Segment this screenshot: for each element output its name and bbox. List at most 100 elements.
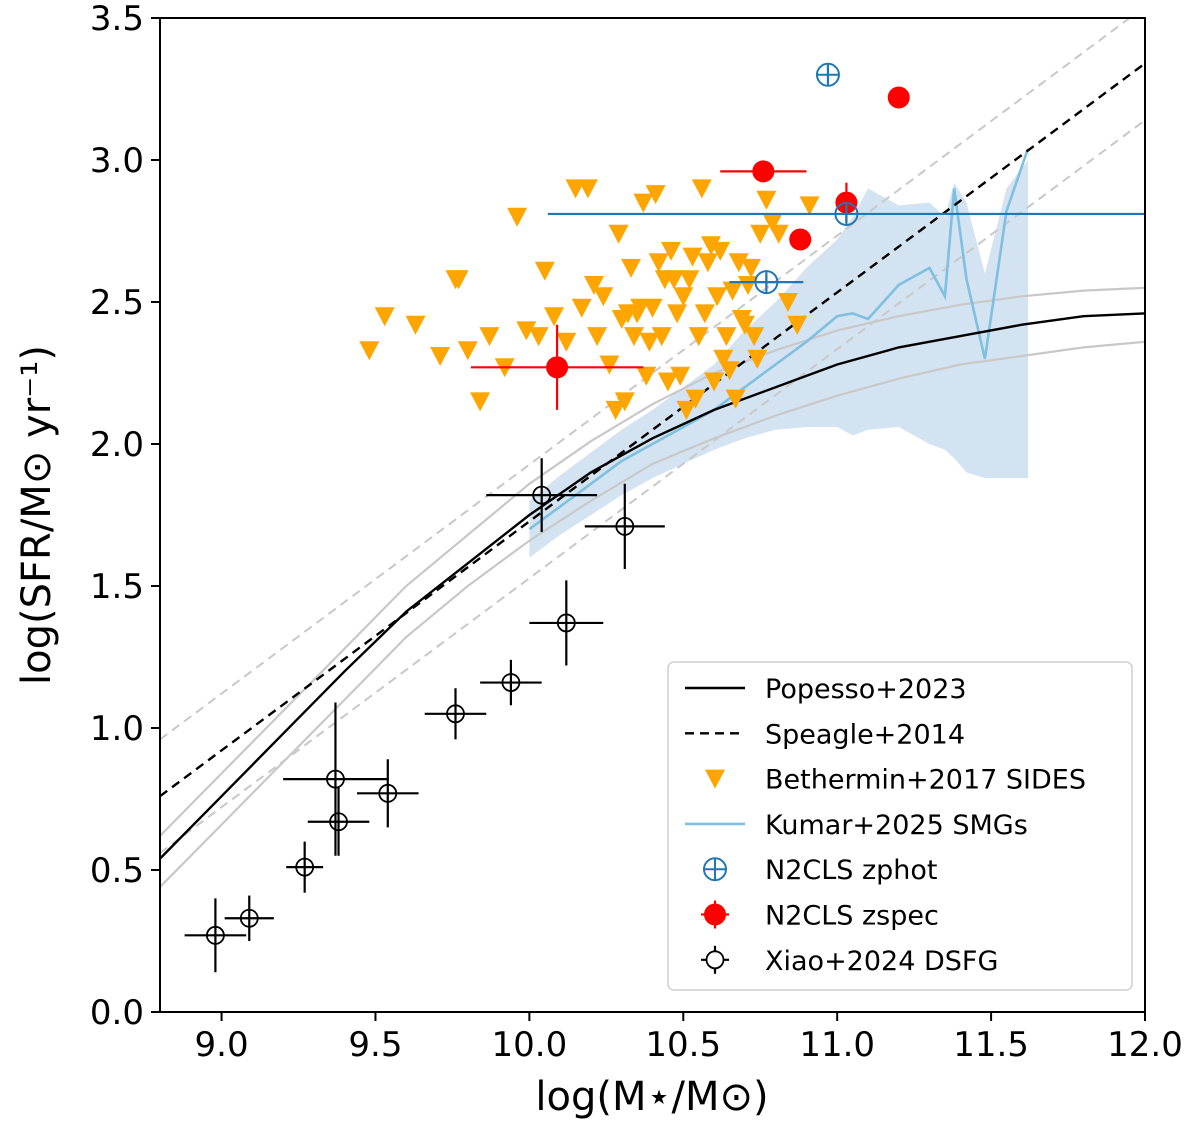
- popesso-upper-bound: [160, 286, 1145, 837]
- sides-point: [676, 400, 697, 420]
- sides-point: [624, 327, 644, 347]
- xiao-point: [556, 613, 576, 633]
- sides-point: [725, 389, 746, 409]
- sides-point: [651, 327, 672, 347]
- xiao-point: [326, 769, 345, 789]
- sides-point: [673, 287, 694, 307]
- y-tick-label: 3.5: [90, 0, 144, 39]
- sides-point: [768, 224, 789, 244]
- sides-point: [528, 327, 549, 347]
- zspec-point: [789, 228, 812, 251]
- zspec-point: [546, 356, 569, 379]
- speagle-upper-bound: [160, 18, 1132, 741]
- plot-frame: [159, 17, 1146, 1013]
- sides-point: [534, 261, 555, 281]
- legend-icon-zspec: [704, 903, 726, 926]
- sides-point: [605, 400, 626, 420]
- legend-label: Xiao+2024 DSFG: [765, 946, 998, 977]
- sides-point: [799, 196, 820, 216]
- sides-point: [750, 224, 771, 244]
- xiao-point: [295, 857, 315, 877]
- legend-icon-sides: [705, 769, 725, 789]
- sides-point: [614, 392, 635, 412]
- sides-point: [374, 307, 395, 327]
- legend-label: Kumar+2025 SMGs: [765, 810, 1028, 841]
- x-axis-title: log(M⋆/M⊙): [535, 1074, 768, 1120]
- sides-point: [728, 253, 749, 273]
- sides-point: [633, 193, 654, 213]
- sides-point: [777, 293, 798, 312]
- sides-point: [516, 321, 537, 341]
- sides-point: [661, 241, 681, 261]
- legend-label: N2CLS zspec: [765, 901, 939, 932]
- sides-point: [716, 327, 737, 347]
- sides-point: [470, 392, 491, 412]
- sides-point: [787, 315, 808, 335]
- xiao-point: [239, 908, 259, 928]
- sides-point: [667, 304, 688, 324]
- y-tick-label: 3.0: [90, 141, 144, 181]
- kumar-scatter-band: [529, 160, 1028, 558]
- sides-point: [744, 327, 765, 347]
- sides-point: [694, 304, 715, 324]
- sides-point: [359, 341, 380, 361]
- sides-point: [584, 276, 604, 295]
- sides-point: [664, 270, 684, 290]
- y-tick-label: 2.5: [90, 283, 144, 323]
- sides-point: [691, 179, 712, 199]
- popesso-line: [160, 312, 1145, 860]
- sides-point: [707, 287, 728, 307]
- sides-point: [685, 389, 706, 409]
- sides-point: [734, 315, 755, 335]
- x-tick-label: 10.5: [645, 1025, 721, 1065]
- speagle-lower-bound: [160, 119, 1145, 854]
- y-tick-label: 0.0: [90, 993, 144, 1033]
- legend: Popesso+2023 Speagle+2014 Bethermin+2017 S…: [667, 661, 1133, 991]
- sides-point: [657, 372, 678, 392]
- sides-point: [645, 185, 666, 205]
- kumar-line: [528, 148, 1030, 531]
- legend-label: Bethermin+2017 SIDES: [765, 765, 1086, 796]
- axes-ticks: 9.0 9.5 10.0 10.5 11.0 11.5 12.0 0.0 0.5 1.0 1.5 2.…: [90, 0, 1183, 1065]
- x-tick-label: 12.0: [1107, 1025, 1183, 1065]
- sides-point: [737, 276, 758, 295]
- x-tick-label: 9.5: [348, 1025, 402, 1065]
- sides-point: [608, 224, 629, 244]
- xiao-point: [532, 485, 552, 505]
- sides-point: [722, 281, 743, 301]
- xiao-point: [501, 673, 521, 692]
- legend-icon-xiao: [705, 950, 725, 970]
- sides-point: [713, 349, 734, 369]
- sides-point: [701, 236, 721, 256]
- sides-point: [639, 332, 660, 352]
- xiao-point: [206, 925, 225, 945]
- sides-point: [642, 298, 663, 318]
- sides-point: [448, 270, 469, 290]
- sides-point: [704, 372, 725, 392]
- sides-point: [593, 287, 614, 307]
- sides-point: [710, 241, 731, 261]
- sides-point: [571, 298, 592, 318]
- sides-point: [507, 207, 528, 227]
- sides-point: [697, 253, 718, 273]
- y-axis-title: log(SFR/M⊙ yr⁻¹): [14, 345, 60, 685]
- sides-point: [599, 355, 620, 375]
- sides-point: [587, 327, 608, 347]
- sides-point: [544, 307, 564, 327]
- speagle-line: [160, 62, 1145, 798]
- xiao-point: [329, 812, 348, 832]
- x-tick-label: 11.5: [953, 1025, 1029, 1065]
- sides-point: [577, 179, 598, 199]
- xiao-point: [378, 783, 398, 803]
- sides-point: [636, 366, 657, 386]
- sides-point: [741, 258, 761, 278]
- y-tick-label: 2.0: [90, 425, 144, 465]
- sides-point: [457, 341, 478, 361]
- xiao-point: [615, 516, 635, 536]
- sides-point: [670, 366, 691, 386]
- legend-label: N2CLS zphot: [765, 855, 938, 886]
- sides-point: [430, 347, 451, 366]
- legend-label: Speagle+2014: [765, 719, 965, 750]
- sides-point: [405, 315, 426, 335]
